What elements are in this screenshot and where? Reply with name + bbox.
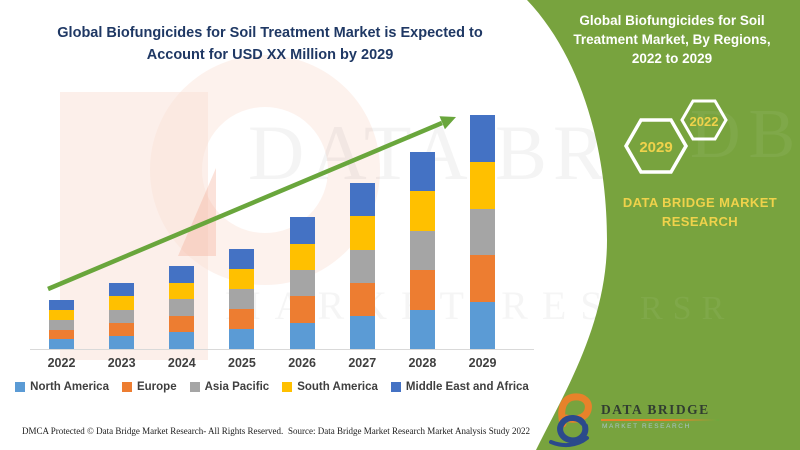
x-axis-label: 2029: [468, 356, 497, 370]
bar-segment: [229, 309, 255, 330]
bar-segment: [49, 319, 74, 330]
legend-label: South America: [297, 381, 378, 393]
side-panel-title-line3: 2022 to 2029: [631, 51, 713, 66]
x-axis-label: 2025: [228, 356, 256, 370]
bar-segment: [409, 270, 435, 310]
legend-swatch: [282, 382, 293, 392]
x-axis-label: 2024: [167, 356, 196, 370]
bar-segment: [229, 289, 255, 310]
brand-line2: RESEARCH: [661, 214, 739, 229]
bar-segment: [409, 230, 435, 271]
bar-segment: [49, 329, 74, 340]
stacked-bar-2026: [289, 217, 315, 349]
legend-item: North America: [15, 381, 109, 393]
x-axis-line: [30, 349, 534, 350]
bar-segment: [169, 299, 195, 316]
bar-segment: [49, 339, 74, 349]
legend-label: Europe: [136, 381, 177, 393]
x-axis-label: 2028: [408, 356, 437, 370]
dmca-notice: DMCA Protected © Data Bridge Market Rese…: [22, 426, 284, 436]
stacked-bar-2022: [49, 300, 74, 349]
chart-legend: North America Europe Asia Pacific South Ame…: [10, 381, 534, 393]
x-axis-label: 2026: [288, 356, 316, 370]
bar-segment: [169, 332, 195, 349]
bar-segment: [349, 249, 375, 283]
bar-segment: [289, 296, 315, 323]
bar-segment: [109, 322, 135, 336]
bar-segment: [289, 243, 315, 271]
stacked-bar-chart: [34, 114, 534, 349]
bar-segment: [470, 255, 496, 303]
source-note: Source: Data Bridge Market Research Mark…: [288, 426, 530, 436]
bar-segment: [109, 335, 135, 349]
logo-glyph-icon: [549, 393, 592, 448]
side-panel-title-line2: Treatment Market, By Regions,: [573, 32, 771, 47]
legend-swatch: [15, 382, 26, 392]
brand-line1: DATA BRIDGE MARKET: [622, 195, 778, 210]
stacked-bar-2025: [229, 249, 255, 349]
x-axis-label: 2023: [107, 356, 136, 370]
bar-segment: [169, 266, 195, 283]
legend-label: Middle East and Africa: [405, 381, 529, 393]
bar-segment: [229, 249, 255, 270]
stacked-bar-2029: [470, 115, 496, 349]
bar-segment: [409, 309, 435, 349]
x-axis-label: 2027: [348, 356, 377, 370]
legend-item: Europe: [121, 381, 177, 393]
logo-underline: [601, 419, 719, 421]
bar-segment: [169, 282, 195, 300]
logo-name-text: DATA BRIDGE: [601, 402, 710, 417]
legend-item: Asia Pacific: [189, 381, 270, 393]
bar-segment: [349, 282, 375, 316]
chart-title-line2: Account for USD XX Million by 2029: [146, 47, 394, 63]
bar-segment: [409, 151, 435, 192]
chart-title-line1: Global Biofungicides for Soil Treatment …: [57, 25, 483, 41]
bar-segment: [470, 161, 496, 209]
bar-segment: [109, 296, 135, 310]
side-panel-title-line1: Global Biofungicides for Soil: [579, 13, 765, 28]
bar-segment: [49, 310, 74, 320]
bar-segment: [289, 270, 315, 297]
bar-segment: [349, 183, 375, 217]
bar-segment: [169, 315, 195, 333]
chart-title: Global Biofungicides for Soil Treatment …: [38, 22, 502, 66]
panel-watermark: RSR: [640, 290, 735, 327]
bar-segment: [349, 315, 375, 349]
bar-segment: [470, 115, 496, 162]
bar-segment: [289, 217, 315, 244]
bar-segment: [229, 329, 255, 349]
data-bridge-logo: DATA BRIDGE MARKET RESEARCH: [541, 390, 791, 448]
panel-watermark: DBE: [690, 96, 800, 173]
bar-segment: [229, 269, 255, 290]
bar-segment: [470, 208, 496, 256]
bar-segment: [109, 283, 135, 297]
legend-label: North America: [30, 381, 109, 393]
hexagon-2022-label: 2022: [689, 114, 719, 129]
logo-subtitle-text: MARKET RESEARCH: [602, 423, 691, 430]
bar-segment: [289, 322, 315, 349]
legend-swatch: [390, 382, 401, 392]
stacked-bar-2027: [349, 183, 375, 349]
brand-name: DATA BRIDGE MARKET RESEARCH: [600, 193, 800, 231]
bar-segment: [470, 302, 496, 349]
bar-segment: [49, 300, 74, 310]
x-axis-label: 2022: [47, 356, 76, 370]
stacked-bar-2024: [169, 266, 195, 349]
hexagon-2029-label: 2029: [639, 139, 673, 156]
legend-item: Middle East and Africa: [390, 381, 529, 393]
legend-swatch: [189, 382, 200, 392]
bar-segment: [109, 309, 135, 323]
stacked-bar-2028: [409, 151, 435, 349]
legend-label: Asia Pacific: [204, 381, 270, 393]
bar-segment: [409, 191, 435, 231]
side-panel-title: Global Biofungicides for Soil Treatment …: [548, 11, 796, 68]
stacked-bar-2023: [109, 283, 135, 349]
bar-segment: [349, 216, 375, 250]
x-axis-labels: 2022 2023 2024 2025 2026 2027 2028 2029: [34, 356, 534, 372]
legend-swatch: [121, 382, 132, 392]
legend-item: South America: [282, 381, 378, 393]
